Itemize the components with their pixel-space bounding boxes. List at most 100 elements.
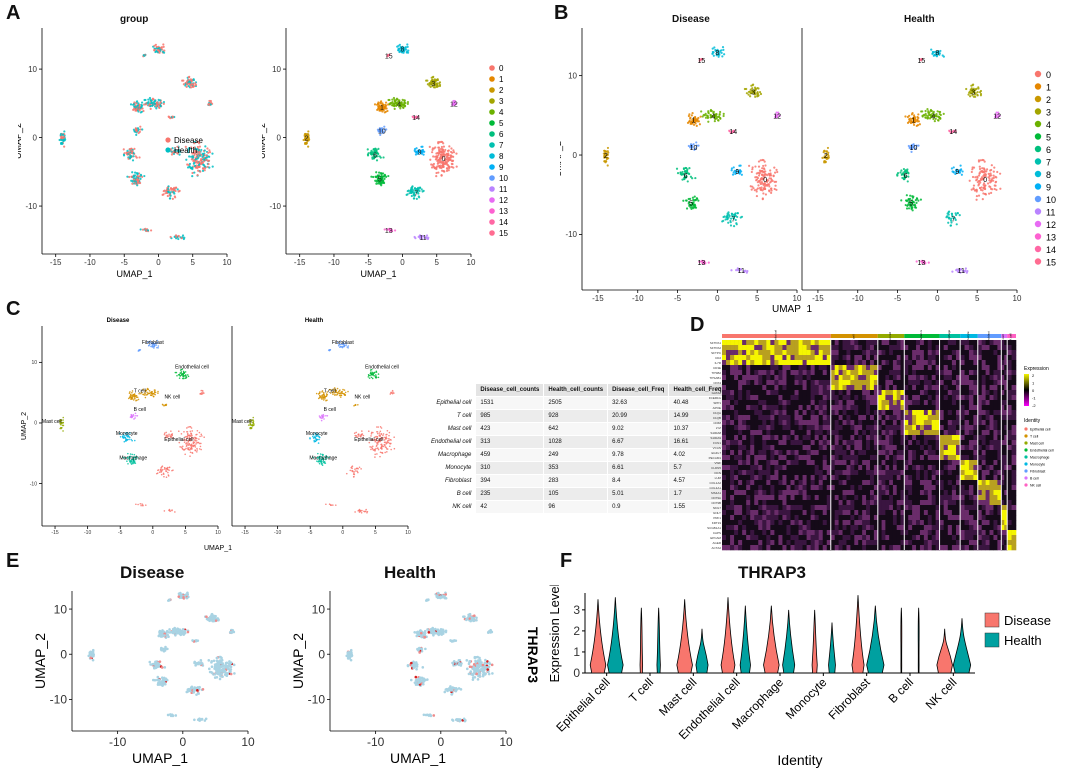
d-cell (947, 370, 953, 376)
d-cell (762, 400, 767, 406)
d-cell (778, 395, 783, 401)
d-cell (912, 365, 917, 371)
c-left-point (163, 405, 165, 407)
d-cell (935, 350, 940, 356)
c-right-point (329, 504, 332, 507)
d-cell (877, 350, 882, 356)
d-cell (960, 370, 965, 376)
d-cell (806, 385, 811, 391)
a1-point (136, 175, 139, 178)
umap-b-split: -15 -10 -5 0 5 10100-10UMAP_20123456789101112… (560, 28, 1056, 312)
b-left-point (691, 120, 694, 123)
d-cell (989, 395, 994, 401)
d-cell (810, 415, 815, 421)
a1-point (130, 179, 133, 182)
a2-legend-label: 4 (499, 108, 504, 117)
b-right-point (938, 112, 941, 116)
a2-point (403, 104, 406, 108)
d-cell (850, 370, 855, 376)
a2-point (413, 187, 417, 190)
d-cell (885, 350, 890, 356)
d-cell (778, 370, 783, 376)
d-cell (989, 370, 994, 376)
a1-point (201, 169, 205, 172)
a2-legend-label: 7 (499, 141, 504, 150)
d-cell (943, 400, 949, 406)
d-cell (927, 390, 933, 396)
c-left-point (62, 430, 64, 432)
a2-legend-dot (489, 76, 495, 82)
d-cell (943, 395, 949, 401)
d-cell (947, 350, 953, 356)
d-cell (790, 350, 795, 356)
c-right-point (377, 426, 380, 428)
a1-legend-label: Health (174, 146, 197, 155)
c-right-celltype-label: Epithelial cell (354, 437, 383, 443)
b-right-point (996, 170, 999, 174)
c-left-point (62, 416, 65, 419)
c-right-point (354, 468, 356, 471)
d-cell (1011, 390, 1017, 396)
d-cell (916, 390, 921, 396)
c-left-point (133, 439, 136, 442)
d-cell (881, 380, 886, 386)
c-left-point (187, 443, 189, 445)
b-left-point (694, 198, 697, 202)
c-left-point (139, 502, 142, 505)
c-left-point (136, 399, 138, 401)
a2-point (448, 167, 451, 170)
a2-y-tick-label: 0 (277, 133, 282, 142)
c-right-point (369, 446, 371, 448)
d-cell (778, 415, 783, 421)
a1-point (135, 133, 138, 136)
b-left-cluster-label: 1 (692, 117, 696, 124)
d-cell (866, 415, 871, 421)
d-cell (770, 395, 775, 401)
d-cell (798, 340, 803, 346)
a1-point (158, 106, 161, 109)
d-cell (806, 405, 811, 411)
c-right-point (375, 370, 378, 373)
d-cell (738, 375, 743, 381)
a2-point (418, 189, 421, 193)
d-cell (892, 385, 898, 391)
c-right-point (353, 432, 356, 435)
d-cell (782, 405, 787, 411)
a2-point (373, 156, 376, 159)
a1-point (146, 229, 150, 232)
a1-point (133, 147, 136, 150)
c-right-point (369, 374, 371, 377)
b-left-point (723, 53, 726, 56)
d-cell (862, 355, 867, 361)
d-cell (862, 380, 867, 386)
c-left-point (166, 436, 169, 439)
d-cell (896, 395, 901, 401)
d-cell (968, 360, 974, 366)
a1-point (192, 85, 195, 88)
d-cell (1011, 340, 1017, 346)
b-right-point (937, 119, 940, 122)
c-left-point (200, 442, 202, 445)
d-cell (881, 350, 886, 356)
c-right-point (356, 436, 359, 439)
d-cell (734, 355, 739, 361)
a1-point (158, 50, 161, 53)
d-cell (964, 365, 970, 371)
d-cell (822, 355, 828, 361)
c-right-point (325, 395, 328, 398)
b-left-point (682, 167, 686, 170)
a2-legend-dot (489, 175, 495, 181)
a2-point (431, 151, 434, 154)
a2-point (375, 171, 378, 174)
d-cell (838, 380, 843, 386)
b-right-cluster-label: 10 (910, 145, 918, 152)
b-left-y-tick-label: -10 (565, 230, 577, 239)
c-right-point (324, 398, 326, 400)
d-cell (866, 390, 871, 396)
d-cell (726, 390, 731, 396)
c-left-point (135, 503, 137, 506)
b-left-point (753, 86, 757, 89)
d-cell (916, 370, 921, 376)
c-left-point (189, 455, 191, 457)
d-cell (947, 355, 953, 361)
